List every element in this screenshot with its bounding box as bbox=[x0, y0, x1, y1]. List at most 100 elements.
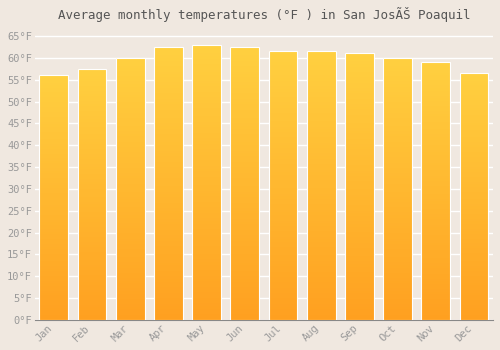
Bar bbox=[268, 272, 298, 274]
Bar bbox=[192, 64, 221, 67]
Bar bbox=[78, 247, 106, 250]
Bar bbox=[116, 124, 144, 126]
Bar bbox=[230, 77, 259, 80]
Bar bbox=[268, 234, 298, 237]
Bar bbox=[116, 207, 144, 210]
Bar bbox=[154, 102, 182, 104]
Bar bbox=[78, 127, 106, 129]
Bar bbox=[192, 290, 221, 293]
Bar bbox=[40, 212, 68, 215]
Bar bbox=[78, 91, 106, 94]
Bar bbox=[422, 116, 450, 119]
Bar bbox=[116, 223, 144, 226]
Bar bbox=[383, 231, 412, 233]
Bar bbox=[268, 68, 298, 70]
Bar bbox=[422, 75, 450, 78]
Bar bbox=[78, 232, 106, 234]
Bar bbox=[230, 233, 259, 235]
Bar bbox=[78, 267, 106, 270]
Bar bbox=[116, 76, 144, 79]
Bar bbox=[268, 100, 298, 102]
Bar bbox=[116, 189, 144, 191]
Bar bbox=[460, 115, 488, 118]
Bar bbox=[230, 246, 259, 249]
Bar bbox=[78, 106, 106, 109]
Bar bbox=[345, 141, 374, 144]
Bar bbox=[383, 142, 412, 144]
Bar bbox=[78, 121, 106, 124]
Bar bbox=[40, 254, 68, 256]
Bar bbox=[192, 113, 221, 116]
Bar bbox=[422, 209, 450, 212]
Bar bbox=[268, 143, 298, 145]
Bar bbox=[192, 94, 221, 97]
Bar bbox=[345, 216, 374, 219]
Bar bbox=[40, 195, 68, 198]
Bar bbox=[422, 158, 450, 160]
Bar bbox=[192, 103, 221, 105]
Bar bbox=[230, 224, 259, 227]
Bar bbox=[154, 276, 182, 279]
Bar bbox=[78, 184, 106, 187]
Bar bbox=[40, 315, 68, 317]
Bar bbox=[78, 169, 106, 172]
Bar bbox=[40, 298, 68, 300]
Bar bbox=[422, 258, 450, 261]
Bar bbox=[116, 110, 144, 113]
Bar bbox=[40, 288, 68, 290]
Bar bbox=[154, 110, 182, 112]
Bar bbox=[345, 317, 374, 320]
Bar bbox=[78, 260, 106, 262]
Bar bbox=[116, 236, 144, 239]
Bar bbox=[307, 156, 336, 159]
Bar bbox=[40, 119, 68, 122]
Bar bbox=[230, 244, 259, 246]
Bar bbox=[345, 221, 374, 224]
Bar bbox=[460, 78, 488, 80]
Bar bbox=[192, 196, 221, 199]
Bar bbox=[230, 110, 259, 112]
Bar bbox=[78, 114, 106, 117]
Bar bbox=[268, 191, 298, 194]
Bar bbox=[383, 79, 412, 82]
Bar bbox=[40, 129, 68, 132]
Bar bbox=[268, 288, 298, 290]
Bar bbox=[40, 220, 68, 222]
Bar bbox=[422, 68, 450, 70]
Bar bbox=[460, 122, 488, 125]
Bar bbox=[307, 161, 336, 164]
Bar bbox=[307, 229, 336, 231]
Bar bbox=[345, 91, 374, 93]
Bar bbox=[192, 125, 221, 127]
Bar bbox=[40, 230, 68, 232]
Bar bbox=[268, 51, 298, 54]
Bar bbox=[78, 298, 106, 300]
Bar bbox=[78, 272, 106, 275]
Bar bbox=[116, 103, 144, 105]
Bar bbox=[383, 160, 412, 163]
Bar bbox=[268, 199, 298, 202]
Bar bbox=[78, 96, 106, 99]
Bar bbox=[116, 176, 144, 178]
Bar bbox=[40, 163, 68, 166]
Bar bbox=[383, 191, 412, 194]
Bar bbox=[78, 239, 106, 242]
Bar bbox=[192, 202, 221, 204]
Bar bbox=[154, 183, 182, 186]
Bar bbox=[40, 200, 68, 203]
Bar bbox=[307, 207, 336, 210]
Bar bbox=[422, 134, 450, 137]
Bar bbox=[78, 69, 106, 320]
Bar bbox=[154, 167, 182, 170]
Bar bbox=[268, 264, 298, 266]
Bar bbox=[383, 197, 412, 199]
Bar bbox=[422, 235, 450, 238]
Bar bbox=[422, 212, 450, 214]
Bar bbox=[154, 156, 182, 159]
Bar bbox=[78, 215, 106, 217]
Bar bbox=[307, 113, 336, 116]
Bar bbox=[116, 108, 144, 110]
Bar bbox=[192, 212, 221, 215]
Bar bbox=[230, 55, 259, 58]
Bar bbox=[78, 282, 106, 285]
